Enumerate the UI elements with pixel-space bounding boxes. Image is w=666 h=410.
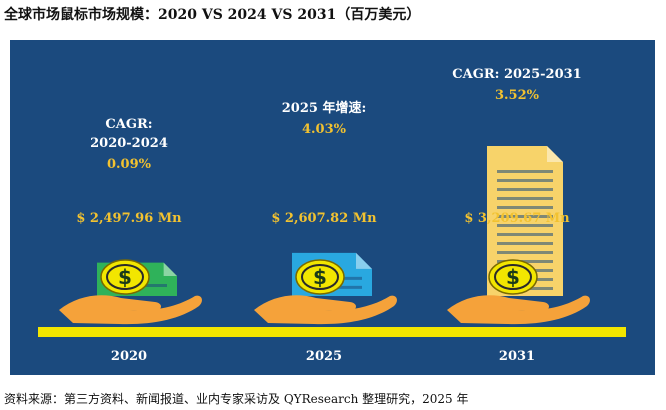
coin-ring	[301, 264, 339, 290]
document-fold	[356, 252, 372, 269]
document-line	[497, 224, 553, 227]
annotation-rate: 4.03%	[302, 122, 347, 137]
document-icon	[487, 146, 563, 296]
hand-icon	[447, 295, 590, 325]
x-tick-label: 2031	[499, 349, 535, 364]
document-line	[497, 215, 553, 218]
document-line	[497, 197, 553, 200]
hand-icon	[254, 295, 397, 325]
document-line	[497, 242, 553, 245]
annotation-label: CAGR: 2025-2031	[452, 67, 581, 82]
dollar-sign: $	[118, 265, 132, 289]
document-line	[497, 206, 553, 209]
document-line	[497, 188, 553, 191]
baseline-bar	[38, 327, 626, 337]
annotation-label: 2025 年增速:	[282, 100, 367, 116]
chart-title: 全球市场鼠标市场规模：2020 VS 2024 VS 2031（百万美元）	[4, 7, 421, 23]
annotation-rate: 3.52%	[495, 88, 540, 103]
data-label: $ 2,497.96 Mn	[76, 211, 182, 226]
x-tick-label: 2025	[306, 349, 342, 364]
coin-ring	[494, 264, 532, 290]
chart-panel: $ $ 2,497.96 Mn CAGR: 2020-2024 0.09% 2020 $ $ …	[10, 40, 655, 375]
document-line	[497, 233, 553, 236]
annotation-label: 2020-2024	[90, 136, 168, 151]
document-line	[497, 179, 553, 182]
document-line	[497, 170, 553, 173]
document-line	[497, 251, 553, 254]
document-fold	[163, 262, 177, 277]
coin-ring	[106, 264, 144, 290]
data-label: $ 2,607.82 Mn	[271, 211, 377, 226]
chart-svg: $ $ 2,497.96 Mn CAGR: 2020-2024 0.09% 2020 $ $ …	[38, 67, 626, 364]
hand-icon	[59, 295, 202, 325]
data-label: $ 3,209.67 Mn	[464, 211, 570, 226]
dollar-sign: $	[506, 265, 520, 289]
source-note: 资料来源：第三方资料、新闻报道、业内专家采访及 QYResearch 整理研究，…	[4, 392, 469, 406]
x-tick-label: 2020	[111, 349, 147, 364]
dollar-sign: $	[313, 265, 327, 289]
document-fold	[547, 146, 563, 162]
annotation-rate: 0.09%	[107, 157, 152, 172]
annotation-label: CAGR:	[105, 117, 152, 132]
